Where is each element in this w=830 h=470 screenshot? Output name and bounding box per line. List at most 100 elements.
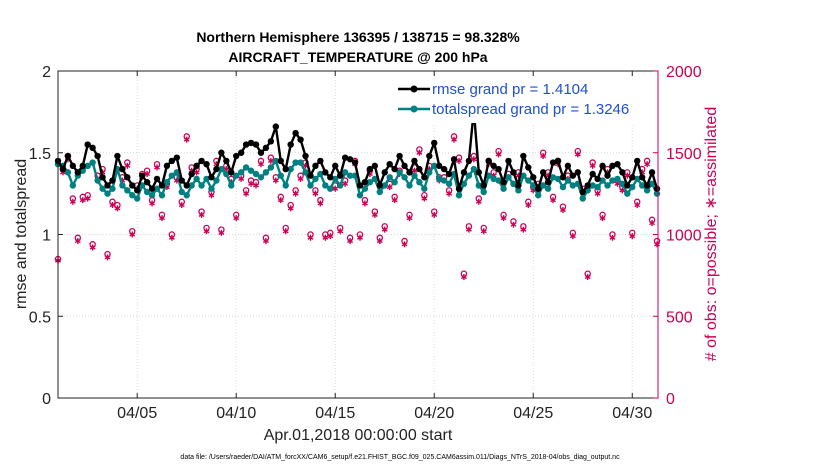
rmse-point bbox=[168, 157, 176, 165]
rmse-point bbox=[302, 152, 309, 160]
rmse-point bbox=[569, 172, 577, 179]
rmse-point bbox=[440, 165, 448, 173]
totalspread-point bbox=[465, 172, 473, 179]
obs-assimilated-point bbox=[371, 211, 378, 218]
totalspread-point bbox=[490, 175, 497, 183]
totalspread-point bbox=[193, 175, 200, 183]
rmse-point bbox=[381, 169, 388, 176]
rmse-point bbox=[648, 169, 656, 176]
obs-assimilated-point bbox=[248, 180, 255, 187]
obs-assimilated-point bbox=[154, 164, 160, 171]
totalspread-point bbox=[440, 177, 448, 184]
rmse-point bbox=[356, 182, 364, 189]
rmse-point bbox=[490, 162, 497, 170]
totalspread-point bbox=[505, 174, 512, 181]
rmse-point bbox=[346, 156, 354, 163]
obs-assimilated-point bbox=[480, 228, 487, 235]
obs-assimilated-point bbox=[74, 238, 81, 245]
totalspread-point bbox=[638, 182, 646, 189]
rmse-point bbox=[525, 164, 532, 171]
rmse-point bbox=[237, 149, 245, 156]
legend-rmse-marker bbox=[410, 85, 418, 93]
obs-assimilated-point bbox=[307, 234, 314, 241]
totalspread-point bbox=[302, 169, 309, 176]
totalspread-point bbox=[173, 169, 181, 176]
totalspread-point bbox=[297, 159, 304, 166]
totalspread-point bbox=[223, 170, 230, 178]
obs-assimilated-point bbox=[520, 226, 527, 233]
x-axis-ticks: 04/05 04/10 04/15 04/20 04/25 04/30 bbox=[117, 71, 652, 422]
rmse-point bbox=[376, 182, 383, 189]
rmse-point bbox=[198, 157, 205, 165]
obs-assimilated-point bbox=[446, 190, 453, 197]
totalspread-point bbox=[460, 180, 468, 188]
rmse-point bbox=[445, 170, 453, 178]
obs-assimilated-point bbox=[129, 231, 136, 238]
rmse-point bbox=[416, 165, 423, 173]
obs-assimilated-point bbox=[386, 184, 393, 191]
obs-assimilated-point bbox=[540, 153, 547, 160]
totalspread-point bbox=[475, 182, 482, 189]
rmse-point bbox=[109, 177, 116, 184]
totalspread-point bbox=[158, 192, 166, 199]
rmse-point bbox=[426, 152, 433, 160]
obs-assimilated-point bbox=[416, 149, 423, 156]
obs-assimilated-point bbox=[287, 205, 294, 212]
totalspread-point bbox=[332, 175, 339, 183]
x-tick-label: 04/10 bbox=[216, 405, 256, 422]
y-right-tick-label: 1000 bbox=[666, 228, 702, 245]
rmse-point bbox=[64, 152, 72, 160]
totalspread-point bbox=[242, 164, 250, 171]
rmse-point bbox=[228, 169, 235, 176]
y-left-tick-label: 0 bbox=[42, 391, 51, 408]
totalspread-point bbox=[569, 182, 577, 189]
obs-assimilated-point bbox=[584, 274, 591, 281]
obs-assimilated-point bbox=[357, 234, 363, 241]
rmse-point bbox=[188, 170, 195, 178]
obs-assimilated-point bbox=[84, 195, 91, 202]
totalspread-point bbox=[292, 159, 299, 166]
obs-assimilated-point bbox=[406, 215, 413, 222]
totalspread-point bbox=[455, 192, 463, 199]
obs-assimilated-point bbox=[569, 233, 576, 240]
rmse-point bbox=[629, 174, 636, 181]
totalspread-point bbox=[579, 195, 586, 202]
obs-assimilated-point bbox=[649, 220, 656, 227]
rmse-point bbox=[104, 182, 111, 189]
rmse-point bbox=[431, 139, 438, 147]
obs-assimilated-point bbox=[431, 211, 438, 218]
totalspread-point bbox=[435, 175, 443, 183]
rmse-point bbox=[371, 162, 379, 170]
totalspread-point bbox=[257, 174, 265, 181]
y-left-tick-label: 1 bbox=[42, 228, 51, 245]
totalspread-point bbox=[188, 182, 195, 189]
totalspread-point bbox=[480, 188, 487, 196]
totalspread-point bbox=[416, 178, 423, 186]
x-tick-label: 04/15 bbox=[315, 405, 355, 422]
totalspread-point bbox=[336, 182, 344, 189]
totalspread-point bbox=[287, 165, 294, 173]
obs-assimilated-point bbox=[451, 136, 457, 143]
rmse-point bbox=[599, 162, 606, 170]
totalspread-point bbox=[104, 190, 111, 197]
rmse-point bbox=[277, 157, 284, 165]
totalspread-point bbox=[396, 169, 403, 176]
rmse-point bbox=[411, 157, 418, 165]
rmse-point bbox=[574, 169, 582, 176]
rmse-point bbox=[450, 156, 458, 163]
totalspread-point bbox=[69, 182, 77, 189]
totalspread-point bbox=[495, 177, 502, 184]
totalspread-point bbox=[549, 174, 557, 181]
obs-assimilated-point bbox=[460, 274, 467, 281]
obs-assimilated-point bbox=[89, 244, 96, 251]
rmse-point bbox=[223, 157, 230, 165]
obs-assimilated-point bbox=[277, 197, 284, 204]
obs-assimilated-point bbox=[104, 254, 111, 261]
rmse-point bbox=[520, 152, 527, 160]
totalspread-point bbox=[168, 172, 176, 179]
obs-assimilated-point bbox=[322, 234, 329, 241]
obs-assimilated-point bbox=[589, 162, 596, 169]
totalspread-point bbox=[327, 185, 334, 192]
obs-assimilated-point bbox=[456, 157, 462, 164]
obs-assimilated-point bbox=[421, 195, 428, 202]
